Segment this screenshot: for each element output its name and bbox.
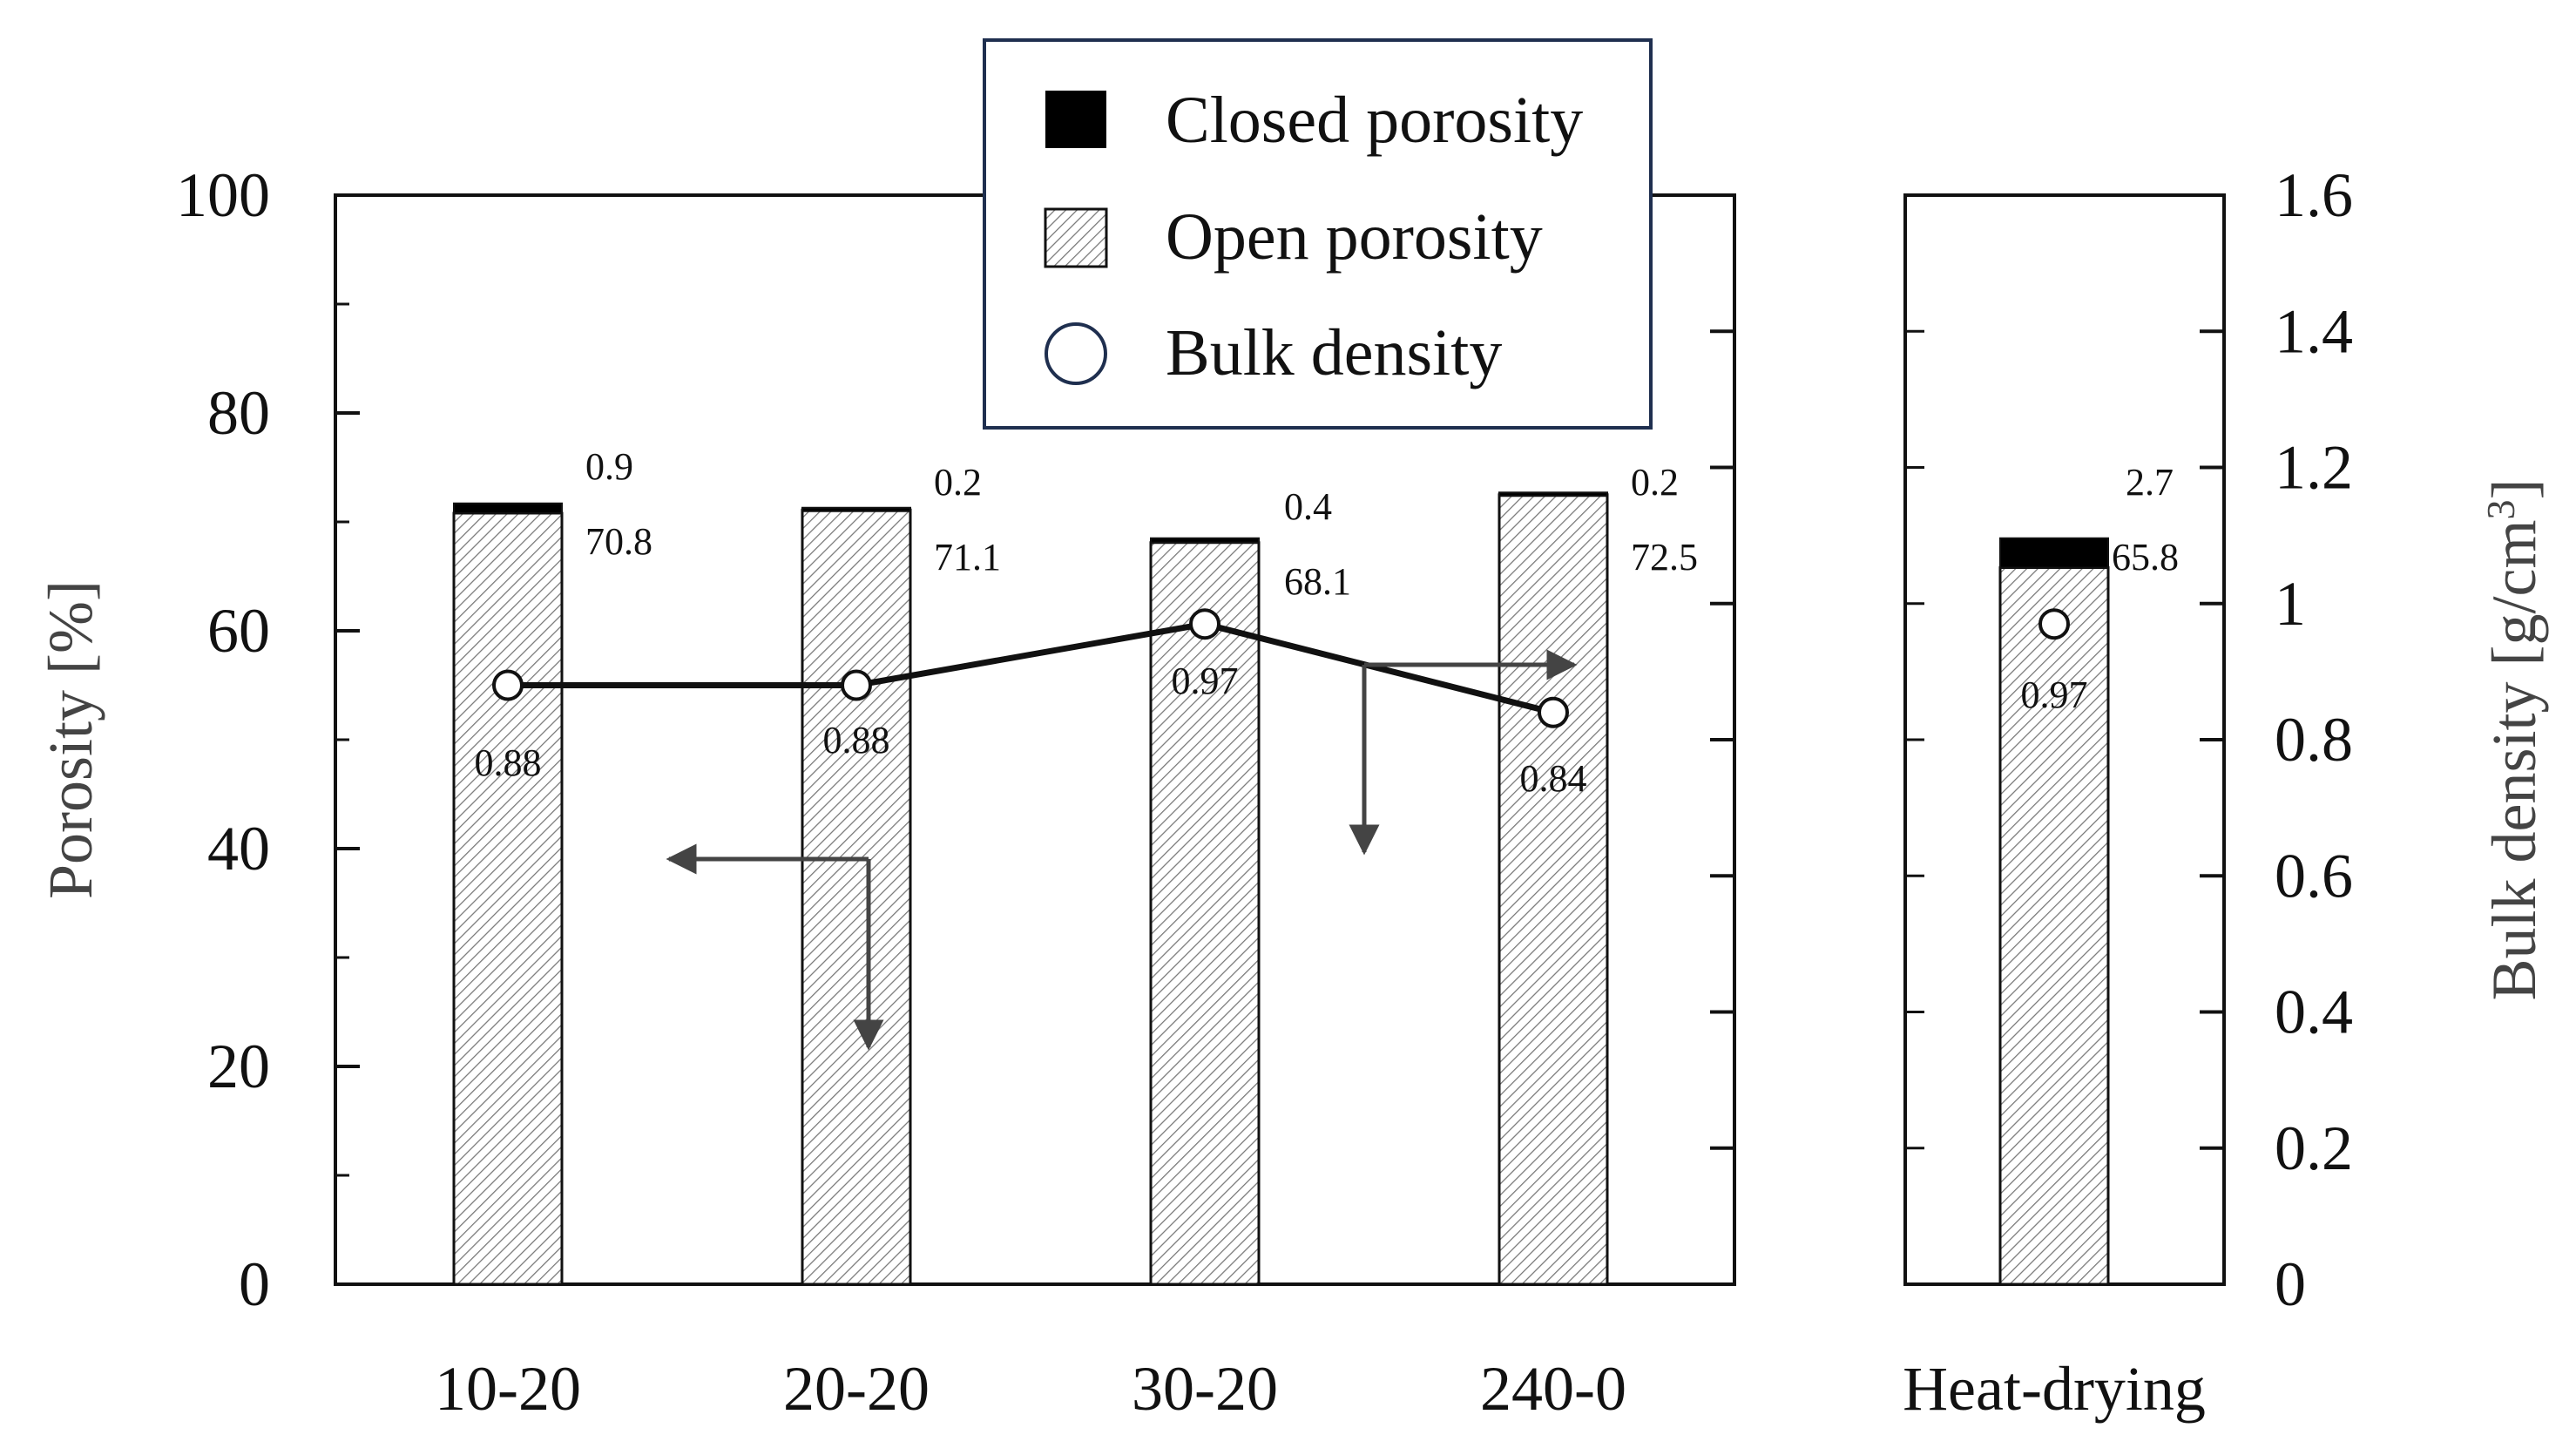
right-tick-label: 0 [2275,1249,2306,1319]
open-porosity-label: 72.5 [1631,536,1698,579]
legend-open-label: Open porosity [1166,200,1543,274]
right-tick-label: 0.6 [2275,841,2353,910]
density-point-20-20 [841,669,872,701]
density-point-240-0 [1538,696,1569,728]
density-label: 0.88 [475,741,542,784]
annotation-arrows [666,649,1578,1051]
open-porosity-label: 70.8 [585,520,652,563]
density-label: 0.88 [823,719,890,761]
right-tick-label: 0.4 [2275,978,2353,1047]
right-tick-label: 1 [2275,569,2306,639]
bar-open-porosity-240-0 [1498,493,1609,1286]
category-label: 20-20 [783,1354,930,1424]
closed-porosity-label: 0.2 [1631,461,1679,504]
category-labels: 10-20 20-20 30-20 240-0 Heat-drying [435,1354,2206,1424]
density-label: 0.97 [2021,673,2088,716]
bar-closed-porosity-30-20 [1150,537,1260,544]
left-tick-label: 0 [239,1249,270,1319]
bar-open-porosity-Heat-drying [1998,566,2110,1286]
density-point-10-20 [492,669,524,701]
bar-closed-porosity-Heat-drying [1999,537,2109,569]
right-tick-label: 0.8 [2275,705,2353,775]
category-label: 240-0 [1480,1354,1626,1424]
closed-porosity-label: 0.9 [585,445,633,488]
right-axis-ticks-main [1710,193,1734,1286]
legend-density-label: Bulk density [1166,316,1502,389]
left-axis-ticks: 0 20 40 60 80 100 [176,160,360,1319]
category-label: 30-20 [1132,1354,1278,1424]
right-tick-label: 0.2 [2275,1113,2353,1183]
category-label: 10-20 [435,1354,581,1424]
left-axis-title: Porosity [%] [36,580,105,899]
closed-porosity-label: 0.2 [934,461,982,504]
bar-open-porosity-20-20 [801,508,912,1286]
right-tick-label: 1.4 [2275,296,2353,366]
open-porosity-label: 71.1 [934,536,1001,579]
density-label: 0.97 [1172,660,1239,702]
left-tick-label: 20 [207,1032,270,1101]
bar-open-porosity-30-20 [1149,541,1261,1286]
closed-porosity-label: 2.7 [2126,461,2174,504]
left-tick-label: 80 [207,378,270,448]
bar-series [452,491,2110,1286]
legend-density-marker [1045,322,1107,385]
right-axis-title: Bulk density [g/cm3] [2478,479,2549,1001]
bulk-density-series [492,608,2070,728]
bar-closed-porosity-20-20 [801,506,911,512]
closed-porosity-label: 0.4 [1284,485,1332,528]
density-point-Heat-drying [2038,608,2070,640]
legend-closed-swatch [1045,91,1106,148]
legend: Closed porosity Open porosity Bulk densi… [983,38,1653,430]
right-axis-ticks-side: 0 0.2 0.4 0.6 0.8 1 1.2 1.4 1.6 [1905,160,2353,1319]
right-tick-label: 1.6 [2275,160,2353,230]
bar-closed-porosity-10-20 [453,502,563,514]
density-point-30-20 [1189,608,1220,640]
bar-open-porosity-10-20 [452,511,564,1286]
left-tick-label: 100 [176,160,270,230]
left-tick-label: 40 [207,814,270,883]
left-tick-label: 60 [207,596,270,666]
open-porosity-label: 65.8 [2112,536,2179,579]
legend-open-swatch [1044,207,1108,268]
data-labels: 0.9 0.2 0.4 0.2 2.7 70.8 71.1 68.1 72.5 65.8 0.88 0… [475,445,2180,800]
open-porosity-label: 68.1 [1284,560,1351,603]
legend-closed-label: Closed porosity [1166,84,1583,157]
bar-closed-porosity-240-0 [1498,491,1608,497]
category-label: Heat-drying [1903,1354,2206,1424]
density-label: 0.84 [1520,757,1587,800]
right-tick-label: 1.2 [2275,433,2353,503]
density-line [508,620,1554,716]
